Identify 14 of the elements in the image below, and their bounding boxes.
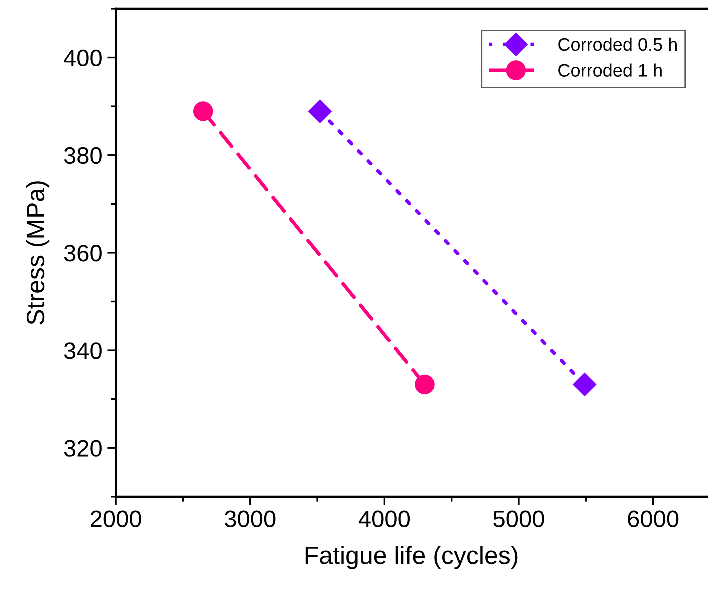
y-tick-label: 340 bbox=[64, 342, 102, 360]
x-tick-label: 6000 bbox=[628, 510, 679, 528]
y-tick-label: 320 bbox=[64, 440, 102, 457]
x-tick-label: 2000 bbox=[90, 510, 142, 528]
x-axis-title: Fatigue life (cycles) bbox=[306, 546, 518, 570]
y-axis-title: Stress (MPa) bbox=[26, 182, 50, 325]
y-tick-label: 400 bbox=[64, 50, 102, 67]
legend-label: Corroded 1 h bbox=[558, 64, 662, 77]
y-tick-label: 360 bbox=[64, 245, 102, 262]
legend-label: Corroded 0.5 h bbox=[558, 38, 677, 52]
x-tick-label: 4000 bbox=[358, 510, 410, 528]
x-tick-label: 5000 bbox=[494, 510, 544, 528]
x-tick-label: 3000 bbox=[225, 510, 276, 528]
y-tick-label: 380 bbox=[64, 147, 102, 164]
